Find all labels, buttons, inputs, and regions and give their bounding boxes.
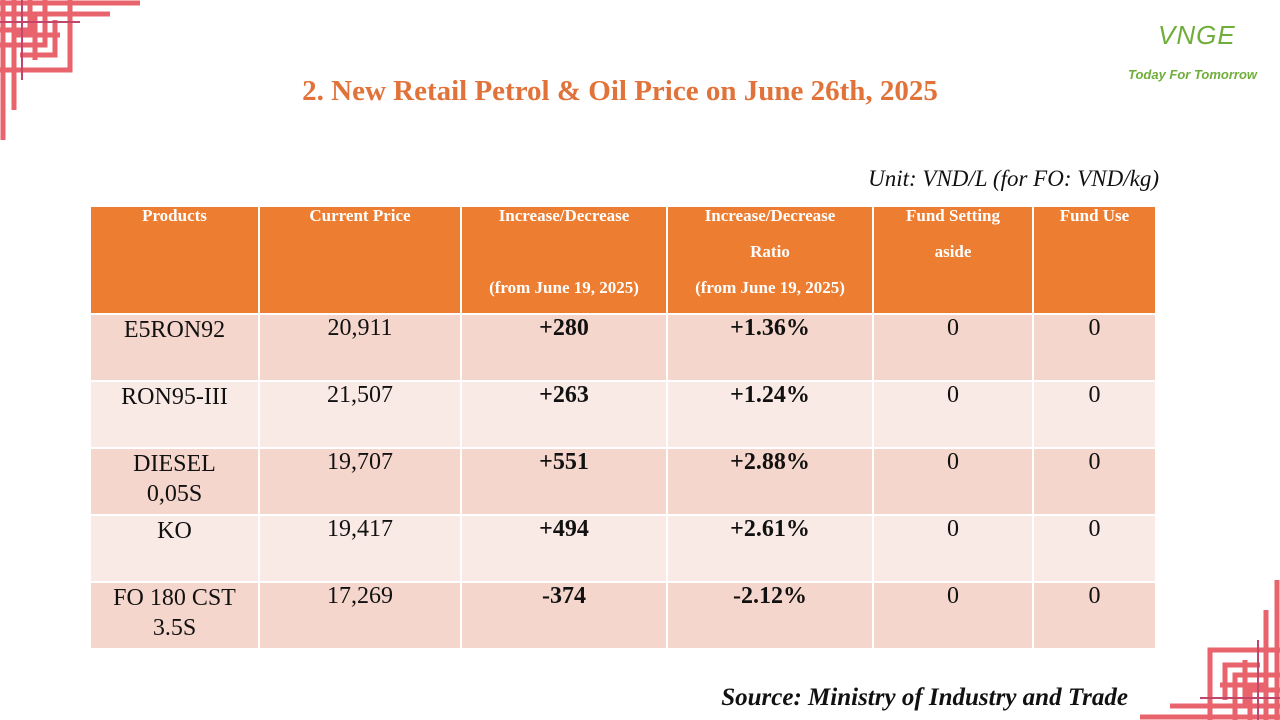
table-row: KO 19,417 +494 +2.61% 0 0: [89, 514, 1157, 583]
table-row: DIESEL 0,05S 19,707 +551 +2.88% 0 0: [89, 447, 1157, 516]
logo-tagline: Today For Tomorrow: [1128, 67, 1258, 82]
change-cell: +494: [460, 514, 668, 583]
table-row: E5RON92 20,911 +280 +1.36% 0 0: [89, 313, 1157, 382]
price-cell: 19,707: [258, 447, 462, 516]
table-row: RON95-III 21,507 +263 +1.24% 0 0: [89, 380, 1157, 449]
change-cell: +280: [460, 313, 668, 382]
product-name-line1: FO 180 CST: [113, 585, 236, 611]
ratio-cell: +1.36%: [666, 313, 874, 382]
fund-use-cell: 0: [1032, 313, 1157, 382]
product-cell: KO: [89, 514, 260, 583]
change-cell: +263: [460, 380, 668, 449]
header-change-line2: (from June 19, 2025): [489, 278, 639, 297]
price-cell: 20,911: [258, 313, 462, 382]
fund-use-cell: 0: [1032, 581, 1157, 650]
fund-use-cell: 0: [1032, 514, 1157, 583]
product-name-line1: E5RON92: [123, 317, 226, 343]
header-fund-use: Fund Use: [1032, 205, 1157, 315]
header-fund-setting-line1: Fund Setting: [906, 206, 1000, 225]
header-products: Products: [89, 205, 260, 315]
fund-setting-cell: 0: [872, 447, 1034, 516]
change-cell: -374: [460, 581, 668, 650]
ratio-cell: +2.88%: [666, 447, 874, 516]
fund-setting-cell: 0: [872, 581, 1034, 650]
corner-ornament-bottom-right-icon: [1140, 580, 1280, 720]
change-cell: +551: [460, 447, 668, 516]
ratio-cell: +2.61%: [666, 514, 874, 583]
header-ratio-line2: Ratio: [750, 242, 790, 261]
fund-setting-cell: 0: [872, 313, 1034, 382]
product-name-line2: 0,05S: [146, 481, 203, 507]
product-name-line1: KO: [157, 518, 192, 544]
product-name-line1: DIESEL: [133, 451, 216, 477]
source-note: Source: Ministry of Industry and Trade: [721, 684, 1128, 711]
product-cell: RON95-III: [89, 380, 260, 449]
table-row: FO 180 CST 3.5S 17,269 -374 -2.12% 0 0: [89, 581, 1157, 650]
ratio-cell: -2.12%: [666, 581, 874, 650]
product-name-line2: 3.5S: [152, 615, 197, 641]
unit-note: Unit: VND/L (for FO: VND/kg): [868, 166, 1159, 191]
fund-use-cell: 0: [1032, 447, 1157, 516]
price-table: Products Current Price Increase/Decrease…: [89, 205, 1157, 650]
price-cell: 19,417: [258, 514, 462, 583]
product-name-line1: RON95-III: [121, 384, 228, 410]
header-ratio-line1: Increase/Decrease: [704, 206, 836, 225]
header-change-line1: Increase/Decrease: [498, 206, 630, 225]
ratio-cell: +1.24%: [666, 380, 874, 449]
fund-setting-cell: 0: [872, 380, 1034, 449]
header-ratio-line3: (from June 19, 2025): [695, 278, 845, 297]
product-cell: E5RON92: [89, 313, 260, 382]
corner-ornament-top-left-icon: [0, 0, 140, 140]
price-cell: 17,269: [258, 581, 462, 650]
product-cell: FO 180 CST 3.5S: [89, 581, 260, 650]
header-ratio: Increase/Decrease Ratio (from June 19, 2…: [666, 205, 874, 315]
company-logo: VNGE Today For Tomorrow: [1128, 20, 1268, 90]
logo-mark: VNGE: [1158, 20, 1236, 50]
header-current-price: Current Price: [258, 205, 462, 315]
table-header-row: Products Current Price Increase/Decrease…: [89, 205, 1157, 315]
fund-setting-cell: 0: [872, 514, 1034, 583]
header-fund-setting-line2: aside: [934, 242, 972, 261]
header-fund-setting: Fund Setting aside: [872, 205, 1034, 315]
product-cell: DIESEL 0,05S: [89, 447, 260, 516]
price-cell: 21,507: [258, 380, 462, 449]
fund-use-cell: 0: [1032, 380, 1157, 449]
header-change: Increase/Decrease (from June 19, 2025): [460, 205, 668, 315]
slide-title: 2. New Retail Petrol & Oil Price on June…: [302, 75, 938, 107]
